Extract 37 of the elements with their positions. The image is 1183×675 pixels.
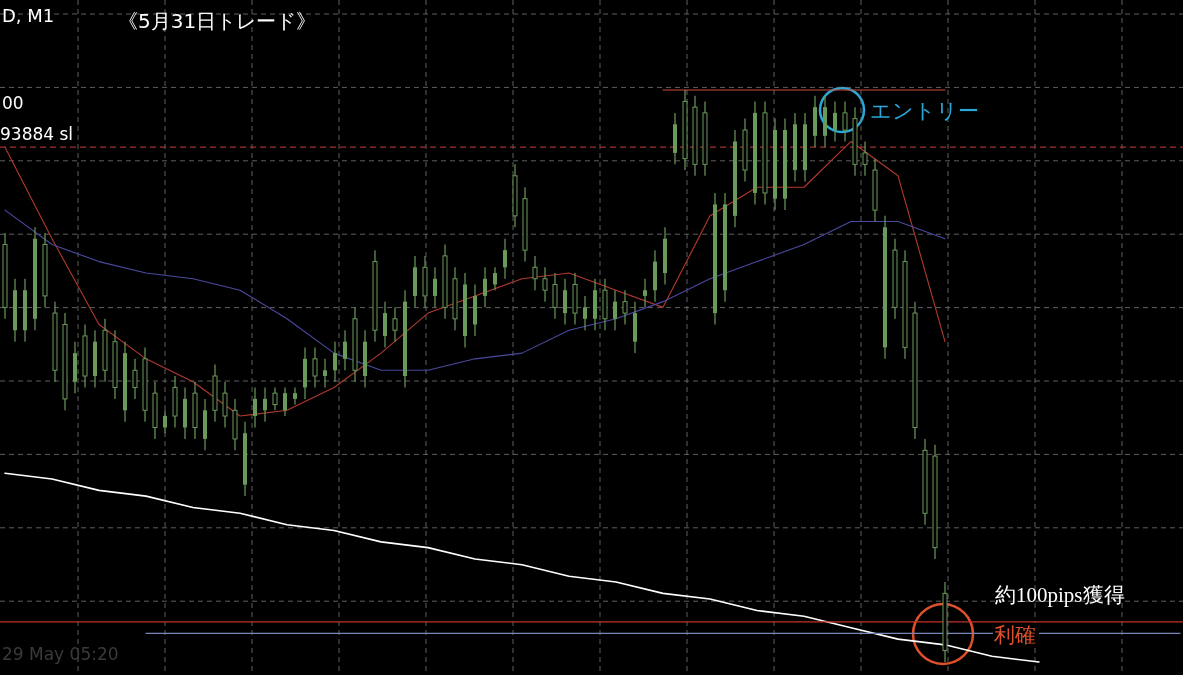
candlestick <box>263 386 267 423</box>
candlestick <box>283 386 287 417</box>
text: D, M1 <box>2 5 55 26</box>
candlestick <box>643 278 647 308</box>
candlestick <box>293 386 297 406</box>
candlestick <box>493 266 497 291</box>
candlestick <box>323 358 327 389</box>
candlestick <box>532 255 538 291</box>
candlestick <box>583 295 587 331</box>
candlestick <box>312 346 318 389</box>
ref-line-label: 93884 sl <box>0 124 74 145</box>
annotation: 約100pips獲得 <box>995 583 1125 607</box>
candlestick <box>833 100 837 143</box>
chart-title: 《5月31日トレード》 <box>118 9 317 33</box>
candlestick <box>333 341 337 383</box>
annotation: エントリー <box>870 99 979 123</box>
candlestick <box>433 266 437 308</box>
candlestick <box>163 409 167 434</box>
candlestick <box>613 289 617 331</box>
candlestick <box>503 238 507 280</box>
candlestick <box>383 301 387 348</box>
candlestick <box>862 140 868 177</box>
candlestick <box>343 329 347 371</box>
annotation: 00 <box>2 93 24 113</box>
annotation: 利確 <box>994 623 1036 647</box>
candlestick <box>272 386 278 411</box>
candlestick <box>542 266 548 303</box>
candlestick <box>222 381 228 429</box>
candlestick <box>392 306 398 343</box>
candlestick <box>483 266 487 308</box>
candlestick <box>622 289 628 326</box>
candlestick <box>842 100 848 143</box>
candlestick <box>552 272 558 320</box>
candlestick <box>253 386 257 429</box>
candlestick <box>132 358 138 400</box>
annotation: 29 May 05:20 <box>2 644 119 664</box>
candlestick <box>563 278 567 326</box>
